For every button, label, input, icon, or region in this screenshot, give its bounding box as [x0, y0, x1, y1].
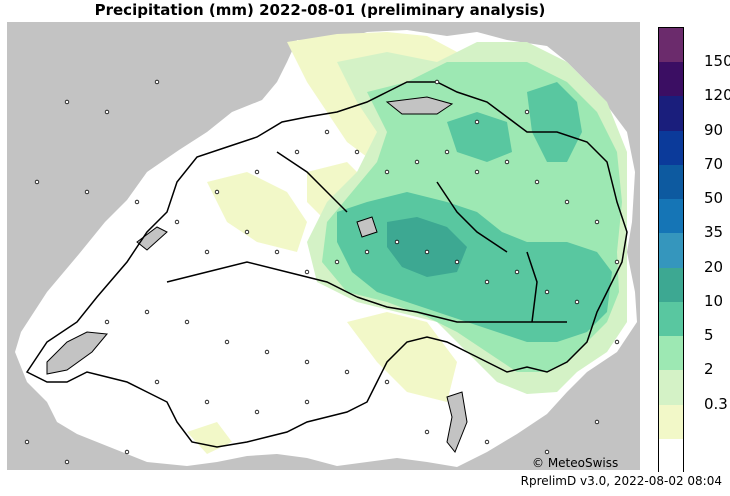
legend-swatch	[659, 336, 683, 371]
footer: RprelimD v3.0, 2022-08-02 08:04	[520, 474, 722, 488]
legend-label: 150	[704, 52, 730, 71]
legend-swatch	[659, 267, 683, 302]
legend-swatch	[659, 404, 683, 439]
station-markers	[24, 79, 620, 465]
legend-swatch	[659, 370, 683, 405]
legend-swatch	[659, 199, 683, 234]
legend-label: 50	[704, 189, 724, 208]
legend-swatch	[659, 233, 683, 268]
legend-label: 2	[704, 360, 714, 379]
legend-label: 10	[704, 291, 724, 310]
legend-label: 20	[704, 257, 724, 276]
legend-swatch	[659, 130, 683, 165]
legend-label: 5	[704, 326, 714, 345]
legend-label: 120	[704, 86, 730, 105]
map-title: Precipitation (mm) 2022-08-01 (prelimina…	[94, 1, 546, 19]
legend-label: 90	[704, 120, 724, 139]
lakes	[46, 96, 468, 453]
legend-swatch	[659, 164, 683, 200]
precipitation-map	[7, 22, 640, 470]
legend-swatch	[659, 28, 683, 63]
legend-swatch	[659, 301, 683, 337]
legend-swatch	[659, 96, 683, 131]
precipitation-legend	[658, 27, 684, 473]
legend-label: 0.3	[704, 394, 728, 413]
precip-layer-20	[387, 217, 467, 277]
credit: © MeteoSwiss	[532, 456, 619, 470]
legend-label: 35	[704, 223, 724, 242]
legend-label: 70	[704, 154, 724, 173]
borders	[25, 81, 628, 448]
legend-swatch	[659, 438, 683, 473]
legend-swatch	[659, 62, 683, 97]
